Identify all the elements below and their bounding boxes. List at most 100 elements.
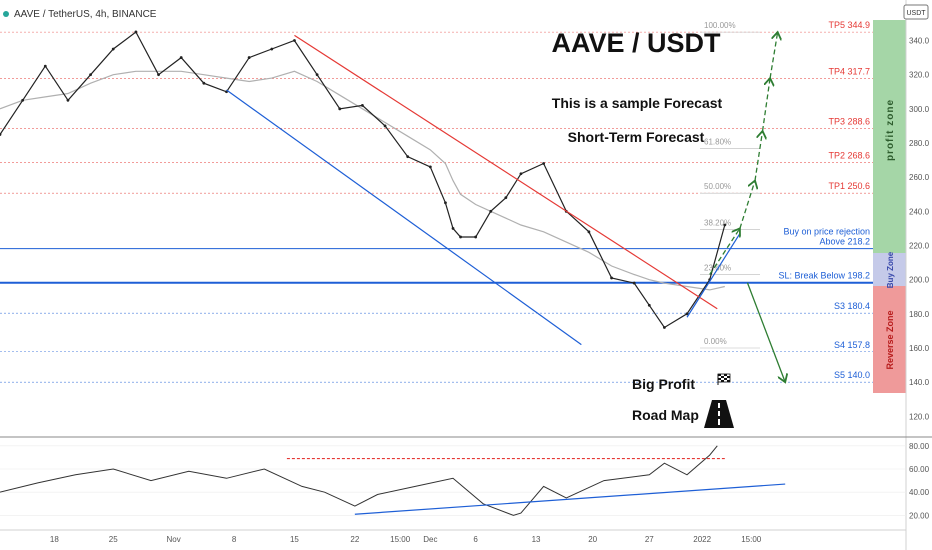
fib-label: 38.20%: [704, 218, 731, 227]
trendline-breakout: [686, 233, 741, 318]
level-label: S4 157.8: [834, 340, 870, 350]
rsi-tick-label: 40.00: [909, 488, 930, 497]
fib-label: 50.00%: [704, 182, 731, 191]
price-tick-label: 200.0: [909, 276, 930, 285]
price-point: [157, 73, 160, 77]
level-note: Buy on price rejection: [783, 227, 870, 237]
price-point: [202, 81, 206, 85]
price-point: [179, 56, 183, 59]
price-point: [383, 124, 387, 128]
trendline-rsi-support: [354, 483, 786, 515]
level-label: TP1 250.6: [828, 181, 870, 191]
symbol-dot: [3, 11, 9, 17]
road-map-label: Road Map: [632, 407, 699, 423]
price-point: [685, 312, 689, 316]
rsi-tick-label: 80.00: [909, 442, 930, 451]
price-point: [451, 227, 455, 230]
price-point: [21, 98, 25, 102]
price-tick-label: 140.0: [909, 378, 930, 387]
price-tick-label: 260.0: [909, 173, 930, 182]
time-tick-label: 2022: [693, 535, 711, 544]
time-tick-label: 6: [473, 535, 478, 544]
time-tick-label: 18: [50, 535, 59, 544]
time-tick-label: 15:00: [390, 535, 411, 544]
price-tick-label: 340.0: [909, 37, 930, 46]
price-point: [134, 30, 138, 34]
currency-badge-label: USDT: [906, 10, 926, 17]
price-tick-label: 180.0: [909, 310, 930, 319]
buy-zone-label: Buy Zone: [886, 251, 895, 288]
price-point: [542, 162, 545, 165]
moving-average-line: [0, 70, 725, 291]
price-point: [647, 303, 651, 307]
trendline-channel-support: [226, 89, 582, 346]
time-tick-label: 15: [290, 535, 299, 544]
level-label: S5 140.0: [834, 370, 870, 380]
big-profit-label: Big Profit: [632, 376, 695, 392]
price-tick-label: 280.0: [909, 139, 930, 148]
price-point: [610, 276, 613, 280]
price-point: [66, 98, 70, 102]
price-point: [247, 56, 251, 59]
profit-zone: [873, 20, 906, 253]
forecast-arrow: [709, 228, 740, 275]
price-point: [270, 47, 274, 51]
main-title: AAVE / USDT: [551, 28, 721, 58]
forecast-arrow: [754, 131, 763, 181]
reverse-zone: [873, 286, 906, 393]
time-tick-label: 15:00: [741, 535, 762, 544]
profit-zone-label: profit zone: [885, 99, 896, 161]
time-tick-label: 13: [532, 535, 541, 544]
price-point: [0, 133, 2, 136]
price-tick-label: 240.0: [909, 207, 930, 216]
buy-zone: [873, 253, 906, 286]
fib-label: 0.00%: [704, 337, 727, 346]
price-tick-label: 120.0: [909, 412, 930, 421]
fib-label: 100.00%: [704, 21, 736, 30]
reverse-arrow: [746, 282, 785, 382]
price-tick-label: 220.0: [909, 242, 930, 251]
road-icon: [704, 400, 734, 428]
level-label: TP5 344.9: [828, 20, 870, 30]
price-point: [663, 326, 666, 329]
price-point: [459, 235, 462, 239]
forecast-arrow: [761, 78, 771, 132]
rsi-tick-label: 60.00: [909, 465, 930, 474]
price-tick-label: 320.0: [909, 71, 930, 80]
time-tick-label: 8: [232, 535, 237, 544]
trendline-resistance: [294, 34, 718, 310]
price-point: [293, 39, 296, 42]
forecast-arrow: [769, 32, 778, 79]
currency-badge[interactable]: [903, 4, 929, 20]
price-point: [111, 47, 115, 51]
level-label: Above 218.2: [819, 237, 870, 247]
price-point: [723, 223, 727, 227]
price-point: [361, 104, 364, 107]
price-point: [89, 73, 92, 77]
level-label: S3 180.4: [834, 301, 870, 311]
price-tick-label: 300.0: [909, 105, 930, 114]
checkered-flag-icon: [717, 373, 731, 385]
time-tick-label: Nov: [167, 535, 181, 544]
price-tick-label: 160.0: [909, 344, 930, 353]
price-point: [632, 281, 636, 285]
price-point: [504, 196, 508, 200]
price-point: [406, 155, 410, 159]
forecast-arrow: [739, 181, 755, 229]
term-note: Short-Term Forecast: [568, 129, 705, 145]
fib-label: 61.80%: [704, 137, 731, 146]
rsi-tick-label: 20.00: [909, 511, 930, 520]
price-point: [428, 165, 432, 169]
time-tick-label: 27: [645, 535, 654, 544]
level-label: SL: Break Below 198.2: [778, 271, 870, 281]
symbol-line[interactable]: AAVE / TetherUS, 4h, BINANCE: [14, 9, 157, 20]
time-tick-label: 25: [109, 535, 118, 544]
level-label: TP2 268.6: [828, 150, 870, 160]
time-tick-label: Dec: [423, 535, 437, 544]
price-point: [474, 235, 478, 239]
price-point: [489, 209, 493, 213]
price-point: [444, 201, 447, 205]
rsi-line: [0, 445, 718, 516]
level-label: TP3 288.6: [828, 116, 870, 126]
